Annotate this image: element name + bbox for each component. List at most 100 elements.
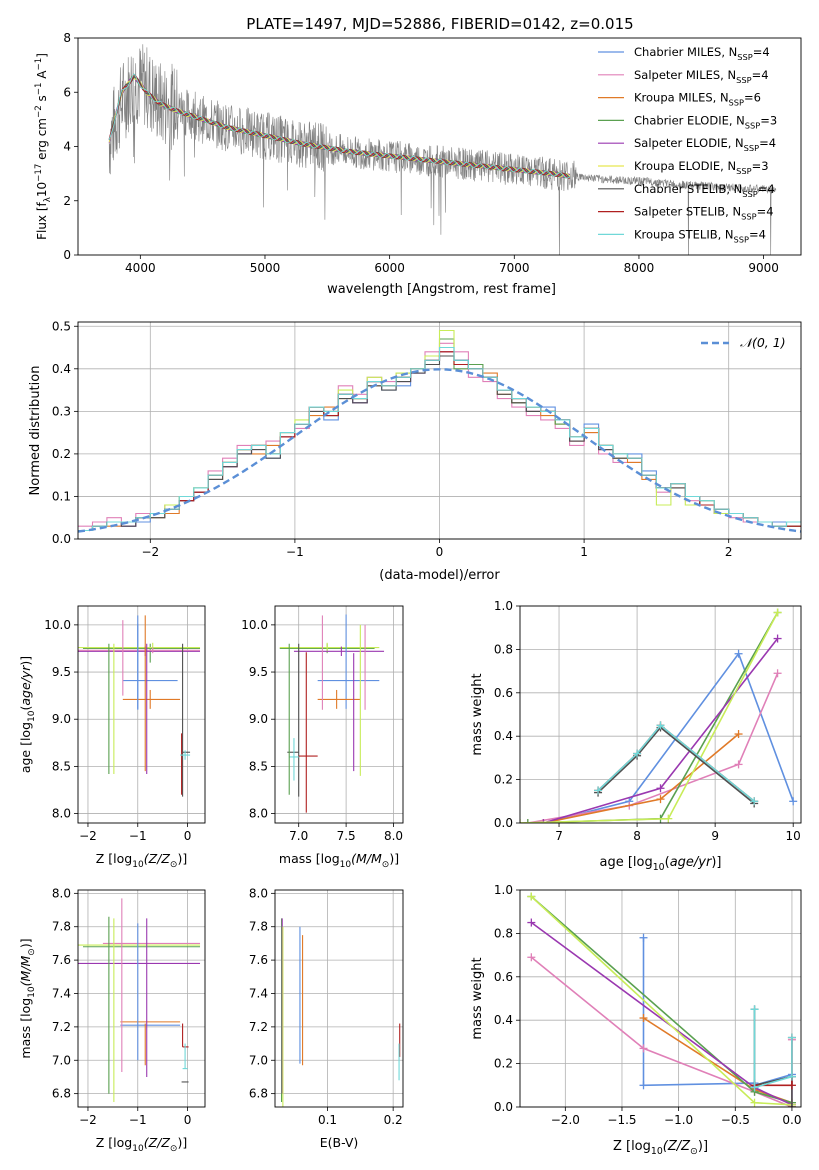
legend-label: Chabrier MILES, NSSP=4: [634, 45, 770, 62]
y-tick-label: 8.5: [52, 759, 71, 773]
y-tick-label: 9.0: [249, 712, 268, 726]
spectrum-panel: 4000 5000 6000 7000 8000 9000 0 2 4 6 8 Chabrier MI…: [34, 31, 802, 297]
plot-area: [279, 614, 385, 813]
x-axis-label: wavelength [Angstrom, rest frame]: [327, 282, 556, 297]
weight-line: [753, 1009, 793, 1089]
y-tick-label: 0.2: [52, 447, 71, 461]
y-tick-label: 0.8: [494, 642, 513, 656]
x-axis-label: mass [log10(M/M⊙)]: [279, 851, 399, 870]
y-tick-label: 0.6: [494, 686, 513, 700]
x-tick-label: −2.0: [551, 1113, 580, 1127]
weight-line: [543, 733, 740, 823]
x-tick-label: 0: [436, 545, 444, 559]
y-tick-label: 9.0: [52, 712, 71, 726]
spectrum-model-line: [108, 76, 571, 179]
spectrum-model-line: [108, 74, 571, 179]
y-tick-label: 8.0: [249, 886, 268, 900]
legend-label: Kroupa MILES, NSSP=6: [634, 91, 761, 108]
legend-label: Salpeter MILES, NSSP=4: [634, 68, 769, 85]
y-tick-label: 0.0: [52, 532, 71, 546]
y-tick-label: 7.4: [52, 986, 71, 1000]
x-tick-label: 7000: [499, 261, 530, 275]
y-tick-label: 6.8: [52, 1087, 71, 1101]
y-tick-label: 6: [63, 85, 71, 99]
x-tick-label: 0.0: [782, 1113, 801, 1127]
age-vs-z-panel: −2 −1 0 8.0 8.5 9.0 9.5 10.0 Z [log10(Z/Z⊙)] age …: [18, 605, 206, 870]
plot-area: [520, 608, 798, 823]
x-tick-label: −2: [141, 545, 159, 559]
legend-label: Kroupa STELIB, NSSP=4: [634, 227, 766, 244]
y-tick-label: 0.4: [494, 1013, 513, 1027]
plot-area: [108, 44, 777, 255]
residuals-panel: −2 −1 0 1 2 0.0 0.1 0.2 0.3 0.4 0.5 𝒩(0, 1) (data-mo…: [28, 319, 802, 583]
x-tick-label: 2: [725, 545, 733, 559]
x-tick-label: 0: [184, 1113, 192, 1127]
x-tick-label: 10: [786, 829, 801, 843]
plot-area: [78, 329, 801, 533]
y-axis-label: Normed distribution: [28, 366, 43, 496]
x-tick-label: −1: [129, 1113, 147, 1127]
x-axis-label: Z [log10(Z/Z⊙)]: [613, 1139, 708, 1157]
y-axis-label: Flux [fλ10−17 erg cm−2 s−1 A−1]: [34, 53, 53, 240]
y-axis-label: age [log10(age/yr)]: [18, 656, 37, 773]
y-tick-label: 7.8: [249, 920, 268, 934]
x-tick-label: 7.0: [289, 829, 308, 843]
y-tick-label: 0.1: [52, 489, 71, 503]
age-vs-mass-panel: 7.0 7.5 8.0 8.0 8.5 9.0 9.5 10.0 mass [log10(M/M…: [241, 605, 404, 870]
y-tick-label: 0.5: [52, 319, 71, 333]
y-tick-label: 7.6: [249, 953, 268, 967]
y-tick-label: 8.0: [52, 886, 71, 900]
x-tick-label: 4000: [125, 261, 156, 275]
y-tick-label: 0.2: [494, 773, 513, 787]
y-tick-label: 0.4: [494, 729, 513, 743]
y-tick-label: 8: [63, 31, 71, 45]
spectrum-data-line: [108, 44, 777, 255]
x-tick-label: 1: [580, 545, 588, 559]
axes-frame: [519, 889, 802, 1108]
y-axis-label: mass weight: [470, 673, 485, 755]
y-tick-label: 0.6: [494, 970, 513, 984]
y-tick-label: 8.5: [249, 759, 268, 773]
y-tick-label: 2: [63, 194, 71, 208]
y-axis-label: mass [log10(M/M⊙)]: [18, 938, 37, 1058]
plot-area: [281, 918, 401, 1107]
y-tick-label: 7.8: [52, 920, 71, 934]
spectrum-model-line: [108, 74, 571, 179]
plot-area: [527, 892, 796, 1107]
axes-frame: [77, 321, 802, 540]
x-tick-label: 8000: [624, 261, 655, 275]
y-tick-label: 0.3: [52, 404, 71, 418]
spectrum-model-line: [108, 77, 571, 178]
y-tick-label: 0.0: [494, 1100, 513, 1114]
x-tick-label: 9: [711, 829, 719, 843]
weight-line: [530, 895, 792, 1106]
weight-line: [527, 672, 779, 823]
x-tick-label: −2: [79, 1113, 97, 1127]
massweight-vs-age-panel: 7 8 9 10 0.0 0.2 0.4 0.6 0.8 1.0 age [log10(age/yr…: [470, 599, 802, 873]
x-axis-label: Z [log10(Z/Z⊙)]: [96, 851, 187, 870]
legend-label: Salpeter STELIB, NSSP=4: [634, 205, 774, 222]
legend-label: Chabrier STELIB, NSSP=4: [634, 182, 775, 199]
weight-line: [530, 895, 793, 1104]
y-axis-label: mass weight: [470, 957, 485, 1039]
x-axis-label: E(B-V): [320, 1135, 359, 1150]
x-tick-label: 6000: [374, 261, 405, 275]
gaussian-curve: [78, 368, 801, 533]
y-tick-label: 7.2: [249, 1020, 268, 1034]
y-tick-label: 9.5: [52, 665, 71, 679]
x-tick-label: 0: [184, 829, 192, 843]
x-tick-label: 0.2: [384, 1113, 403, 1127]
weight-line: [543, 652, 794, 823]
y-tick-label: 0: [63, 248, 71, 262]
y-tick-label: 7.4: [249, 986, 268, 1000]
y-tick-label: 10.0: [241, 618, 268, 632]
y-tick-label: 1.0: [494, 599, 513, 613]
x-tick-label: −1.5: [607, 1113, 636, 1127]
y-tick-label: 6.8: [249, 1087, 268, 1101]
figure-title: PLATE=1497, MJD=52886, FIBERID=0142, z=0…: [246, 15, 633, 33]
weight-line: [530, 921, 793, 1106]
x-tick-label: 0.1: [318, 1113, 337, 1127]
y-tick-label: 10.0: [44, 618, 71, 632]
axes-frame: [77, 605, 206, 824]
